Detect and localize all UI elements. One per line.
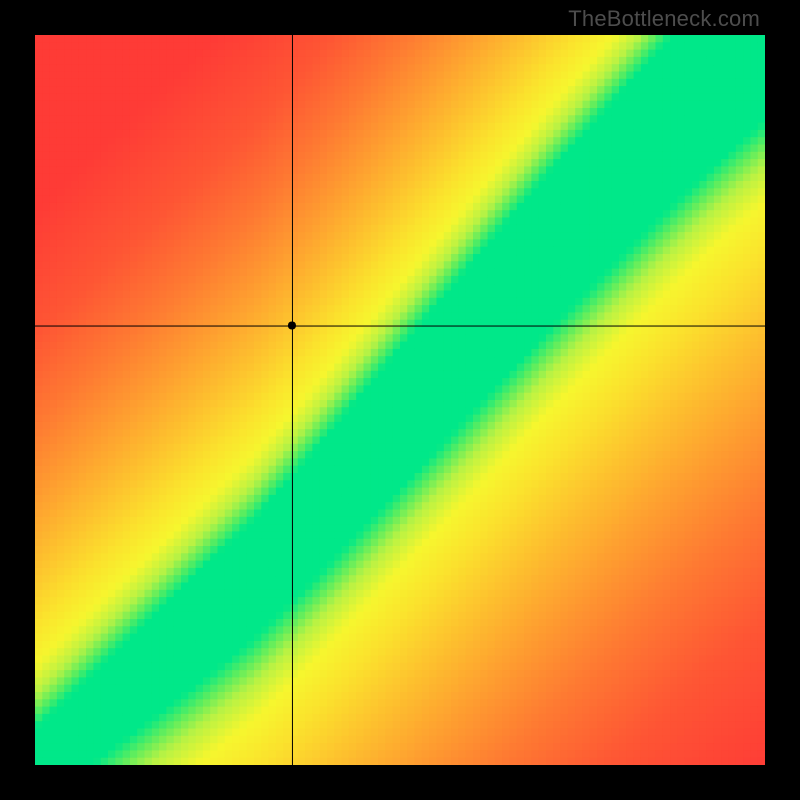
watermark-text: TheBottleneck.com [568, 6, 760, 32]
bottleneck-heatmap [35, 35, 765, 765]
chart-container: TheBottleneck.com [0, 0, 800, 800]
